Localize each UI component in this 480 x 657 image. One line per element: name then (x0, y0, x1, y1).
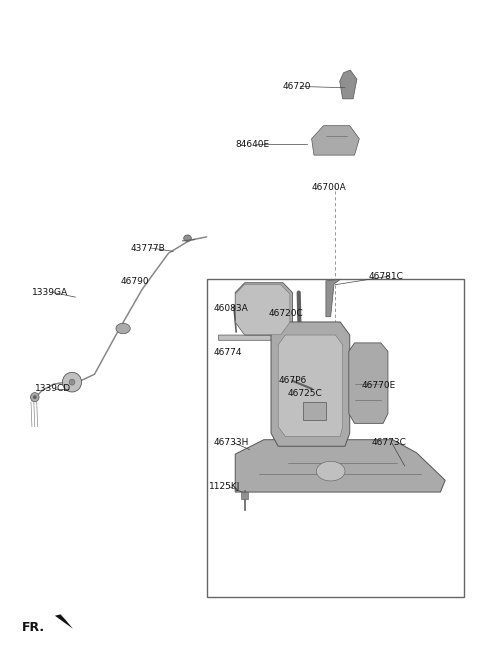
Text: 46773C: 46773C (371, 438, 406, 447)
Ellipse shape (184, 235, 192, 242)
Text: 46774: 46774 (214, 348, 242, 357)
Polygon shape (235, 440, 445, 492)
Polygon shape (349, 343, 388, 423)
Text: 46781C: 46781C (369, 271, 404, 281)
Ellipse shape (116, 323, 130, 334)
Ellipse shape (62, 373, 82, 392)
Text: FR.: FR. (22, 621, 45, 634)
Polygon shape (326, 279, 340, 317)
Polygon shape (235, 283, 292, 335)
Polygon shape (236, 284, 290, 335)
Text: 46770E: 46770E (362, 381, 396, 390)
Ellipse shape (33, 396, 36, 399)
Polygon shape (271, 322, 350, 446)
Text: 467P6: 467P6 (278, 376, 306, 386)
Bar (241, 492, 248, 499)
Polygon shape (55, 614, 73, 629)
Ellipse shape (69, 379, 75, 385)
Text: 46720C: 46720C (269, 309, 303, 318)
Text: 46733H: 46733H (214, 438, 249, 447)
Text: 46700A: 46700A (312, 183, 347, 193)
Polygon shape (340, 70, 357, 99)
Text: 46725C: 46725C (288, 390, 323, 398)
Polygon shape (312, 125, 360, 155)
Text: 84640E: 84640E (235, 139, 269, 148)
Text: 1125KJ: 1125KJ (209, 482, 240, 491)
Text: 43777B: 43777B (130, 244, 165, 252)
Ellipse shape (316, 461, 345, 481)
Ellipse shape (31, 393, 39, 402)
Bar (206, 279, 464, 597)
Polygon shape (278, 335, 343, 436)
Bar (303, 402, 326, 420)
Text: 1339CD: 1339CD (35, 384, 71, 393)
Text: 1339GA: 1339GA (33, 288, 69, 297)
Polygon shape (218, 335, 283, 340)
Text: 46083A: 46083A (214, 304, 249, 313)
Text: 46720: 46720 (283, 82, 312, 91)
Text: 46790: 46790 (120, 277, 149, 286)
Ellipse shape (233, 306, 236, 309)
